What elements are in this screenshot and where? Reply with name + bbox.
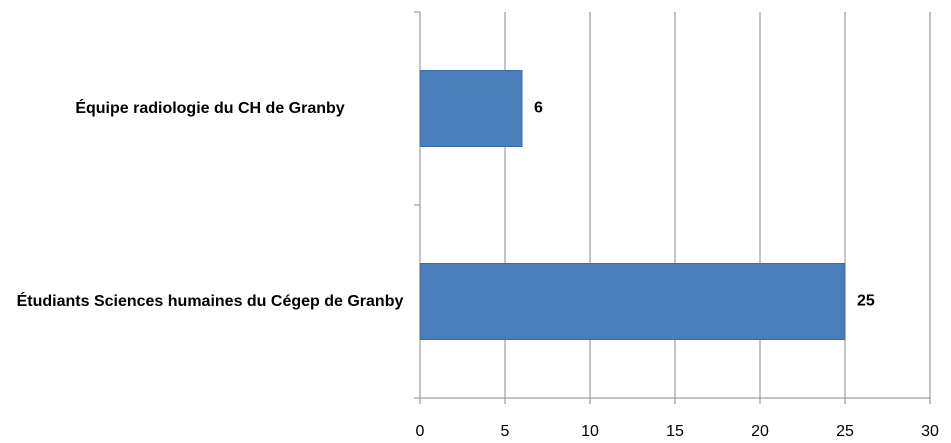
x-tick-label: 20 [751,423,769,440]
value-label: 6 [534,100,543,117]
x-tick-label: 30 [921,423,939,440]
y-tick-label: Étudiants Sciences humaines du Cégep de … [16,292,404,310]
bar [419,263,846,340]
x-tick-label: 10 [581,423,599,440]
x-tick-label: 5 [501,423,510,440]
x-tick-label: 25 [836,423,854,440]
x-tick-label: 0 [416,423,425,440]
value-label: 25 [857,293,875,310]
x-tick-label: 15 [666,423,684,440]
bar [419,70,523,147]
y-tick-label: Équipe radiologie du CH de Granby [75,99,345,117]
